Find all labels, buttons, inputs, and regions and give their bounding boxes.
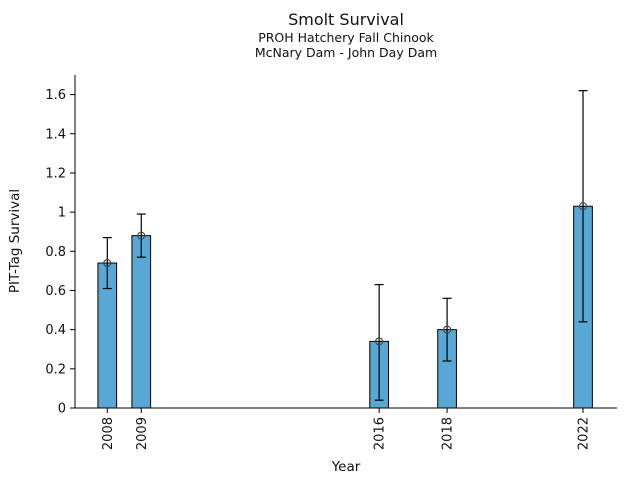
- marker-circle: [443, 325, 452, 334]
- marker-circle: [578, 202, 588, 211]
- bar: [131, 235, 152, 409]
- chart-title: Smolt Survival: [288, 10, 404, 29]
- marker-circle: [137, 231, 146, 240]
- marker-circle: [375, 337, 384, 346]
- chart-subtitle-line1: PROH Hatchery Fall Chinook: [258, 30, 434, 45]
- x-tick-label: 2008: [101, 417, 116, 450]
- y-tick-label: 1.4: [45, 127, 66, 142]
- y-tick-label: 0.8: [45, 245, 66, 260]
- x-tick-label: 2018: [441, 417, 456, 450]
- x-tick-label: 2009: [135, 417, 150, 450]
- y-tick-label: 0.6: [45, 284, 66, 299]
- y-tick-label: 0: [58, 402, 66, 417]
- title-block: Smolt Survival PROH Hatchery Fall Chinoo…: [75, 9, 617, 60]
- y-tick-label: 1: [58, 206, 66, 221]
- x-axis-label: Year: [331, 459, 361, 475]
- chart-subtitle-line2: McNary Dam - John Day Dam: [254, 45, 438, 60]
- marker-circle: [103, 258, 112, 268]
- y-tick-label: 0.2: [45, 362, 66, 377]
- y-tick-label: 1.6: [45, 88, 66, 103]
- y-axis-label: PIT-Tag Survival: [7, 188, 23, 294]
- x-tick-label: 2016: [373, 417, 388, 450]
- x-tick-label: 2022: [577, 417, 592, 450]
- y-tick-label: 0.4: [45, 323, 66, 338]
- y-tick-label: 1.2: [45, 166, 66, 181]
